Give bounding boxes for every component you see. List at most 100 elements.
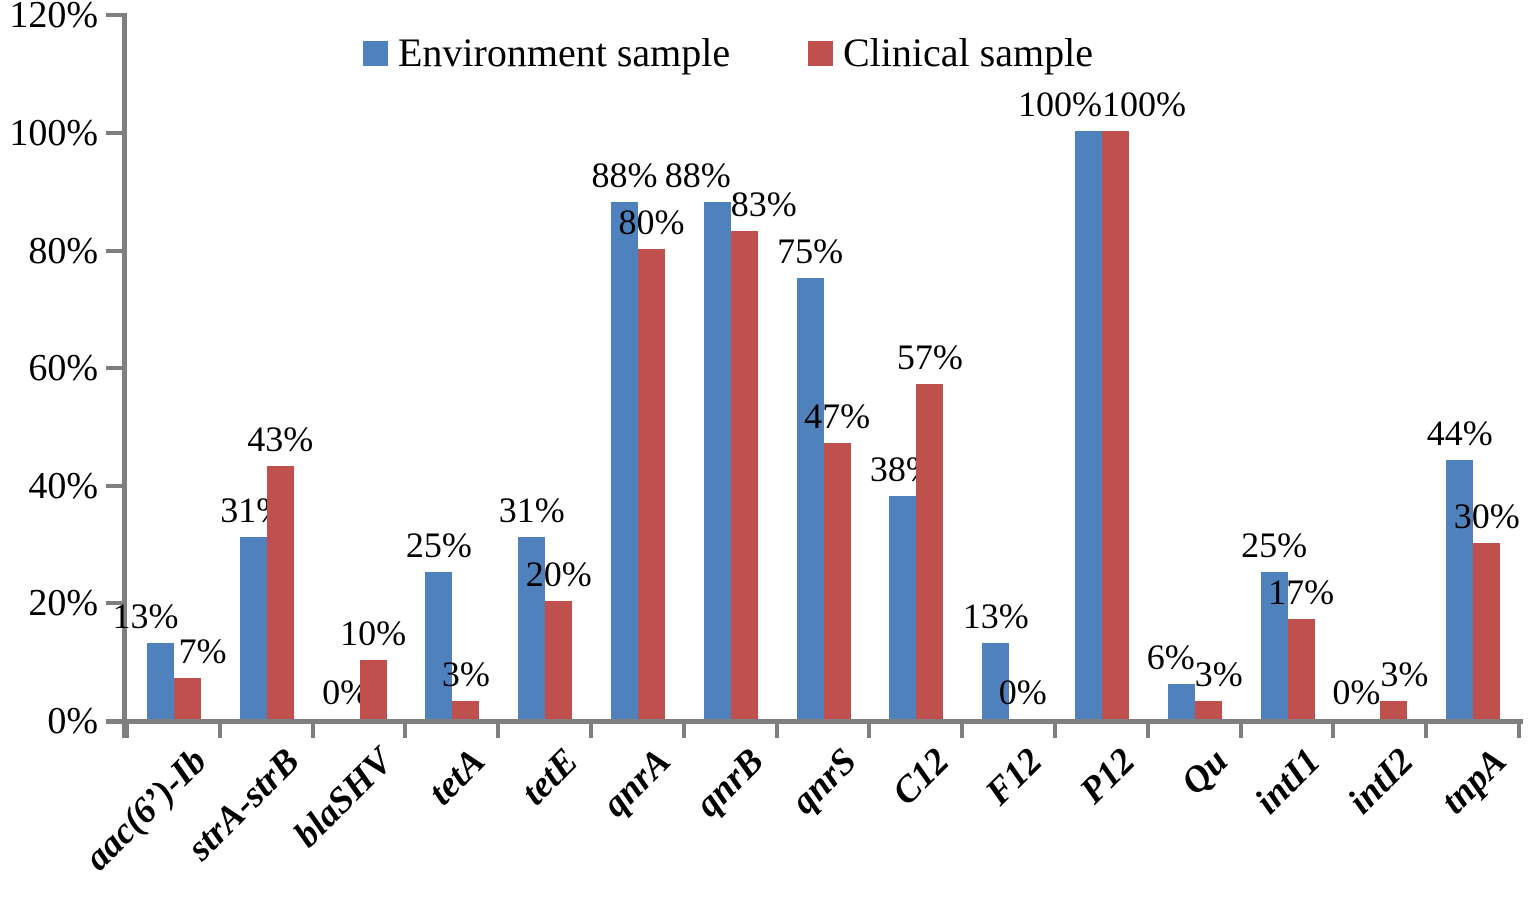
value-label: 57% — [896, 337, 963, 377]
x-axis-tick — [1053, 721, 1057, 738]
x-axis-tick — [496, 721, 501, 738]
value-label: 88% — [591, 155, 658, 195]
y-tick-label: 20% — [28, 582, 98, 625]
bar-clinical — [916, 384, 944, 719]
value-label: 6% — [1146, 637, 1195, 677]
y-axis-tick — [106, 131, 122, 135]
bar-clinical — [1194, 701, 1222, 719]
x-axis-line — [106, 719, 1523, 724]
value-label: 3% — [441, 654, 490, 694]
bar-clinical — [1287, 619, 1315, 719]
legend-label-clinical-sample: Clinical sample — [843, 30, 1093, 75]
category-label: P12 — [1071, 740, 1143, 812]
x-axis-tick — [1331, 721, 1336, 738]
category-label: C12 — [884, 740, 958, 814]
y-tick-label: 80% — [28, 229, 98, 272]
y-axis-tick — [106, 483, 122, 488]
bar-environment — [518, 537, 546, 719]
value-label: 100% — [1018, 84, 1102, 124]
y-tick-label: 60% — [28, 347, 98, 390]
value-label: 43% — [247, 419, 314, 459]
y-axis-tick — [106, 248, 122, 253]
bar-environment — [1446, 460, 1474, 719]
category-label: aac(6’)-Ib — [77, 740, 215, 879]
category-label: qnrA — [594, 740, 679, 825]
category-label: intI2 — [1340, 740, 1422, 822]
value-label: 7% — [178, 631, 227, 671]
bar-clinical — [452, 701, 480, 719]
value-label: 13% — [962, 596, 1029, 636]
bar-clinical — [545, 601, 573, 719]
value-label: 80% — [618, 202, 685, 242]
bar-environment — [796, 278, 824, 719]
value-label: 3% — [1194, 654, 1243, 694]
category-label: qnrS — [783, 740, 865, 822]
x-axis-tick — [310, 721, 315, 738]
x-axis-tick — [1145, 721, 1150, 738]
category-label: blaSHV — [285, 740, 401, 856]
x-axis-tick — [1238, 721, 1243, 738]
bar-environment — [889, 496, 917, 719]
x-axis-tick — [403, 721, 408, 738]
y-axis-tick — [106, 719, 122, 723]
bar-environment — [425, 572, 453, 719]
bar-environment — [239, 537, 267, 719]
bar-clinical — [266, 466, 294, 719]
bar-environment — [611, 202, 638, 719]
bar-environment — [1260, 572, 1288, 719]
category-label: tetA — [420, 740, 494, 814]
y-axis-tick — [106, 13, 122, 18]
value-label: 20% — [525, 554, 592, 594]
x-axis-tick — [774, 721, 779, 738]
value-label: 88% — [664, 155, 731, 195]
value-label: 83% — [730, 184, 797, 224]
value-label: 25% — [1241, 525, 1308, 565]
bar-environment — [1167, 684, 1195, 719]
y-axis-tick — [106, 601, 122, 606]
bar-environment — [1075, 131, 1102, 719]
y-tick-label: 100% — [9, 112, 98, 154]
bar-clinical — [1380, 701, 1408, 719]
value-label: 100% — [1102, 84, 1186, 124]
y-tick-label: 40% — [28, 464, 98, 507]
bar-clinical — [1473, 543, 1501, 719]
legend-item-environment-sample: Environment sample — [363, 33, 730, 73]
x-axis-tick — [960, 721, 965, 738]
value-label: 47% — [804, 396, 871, 436]
category-label: qnrB — [687, 740, 772, 825]
legend-item-clinical-sample: Clinical sample — [808, 33, 1093, 73]
y-tick-label: 120% — [9, 0, 98, 37]
x-axis-tick — [867, 721, 872, 738]
value-label: 0% — [1332, 672, 1381, 712]
bar-clinical — [174, 678, 201, 719]
legend-label-environment-sample: Environment sample — [398, 30, 731, 75]
category-label: intI1 — [1247, 740, 1329, 822]
category-label: F12 — [977, 740, 1051, 814]
y-tick-label: 0% — [47, 700, 98, 742]
value-label: 13% — [112, 596, 179, 636]
category-label: tnpA — [1432, 740, 1515, 822]
legend-swatch-environment-icon — [363, 40, 388, 66]
legend-swatch-clinical-icon — [808, 40, 833, 66]
bar-environment — [982, 643, 1010, 719]
bar-clinical — [359, 660, 387, 719]
bar-clinical — [823, 443, 851, 719]
category-label: tetE — [513, 740, 587, 814]
x-axis-tick — [589, 721, 593, 738]
x-axis-tick — [681, 721, 686, 738]
bar-clinical — [730, 231, 758, 719]
bar-environment — [703, 202, 731, 719]
value-label: 75% — [777, 231, 844, 271]
bar-clinical — [1102, 131, 1129, 719]
bar-clinical — [638, 249, 665, 719]
category-label: Qu — [1173, 740, 1236, 804]
value-label: 10% — [340, 613, 407, 653]
value-label: 0% — [998, 672, 1047, 712]
bar-environment — [147, 643, 174, 719]
y-axis-line — [122, 13, 127, 738]
x-axis-tick — [217, 721, 222, 738]
y-axis-tick — [106, 366, 122, 371]
x-axis-tick — [1424, 721, 1429, 738]
